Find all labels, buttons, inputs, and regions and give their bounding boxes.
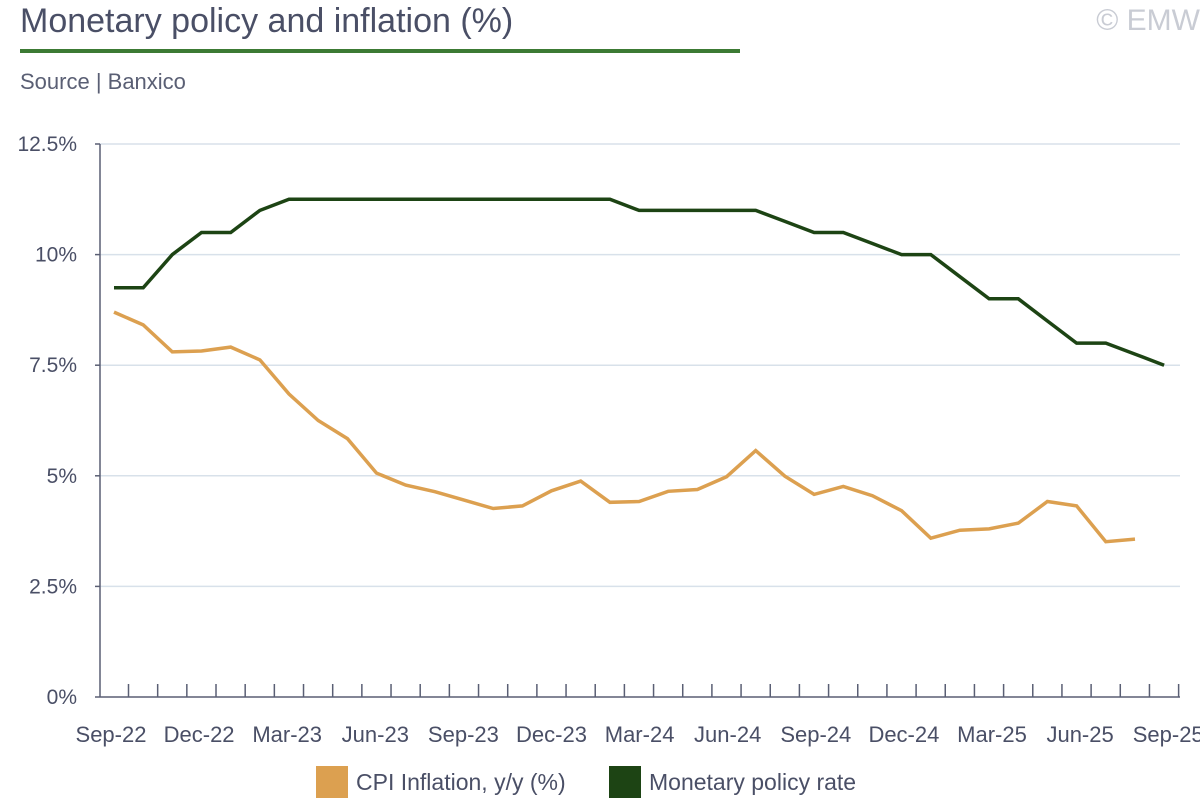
x-tick-label-11: Jun-25 [1046, 722, 1113, 747]
x-tick-label-3: Jun-23 [342, 722, 409, 747]
y-tick-label-5: 12.5% [17, 133, 77, 156]
legend-swatch-cpi [316, 766, 348, 798]
x-tick-label-9: Dec-24 [868, 722, 939, 747]
y-tick-label-0: 0% [47, 686, 77, 709]
x-tick-label-4: Sep-23 [428, 722, 499, 747]
legend-label-policy-rate: Monetary policy rate [649, 768, 857, 795]
legend-label-cpi: CPI Inflation, y/y (%) [356, 768, 566, 795]
legend-item-policy-rate: Monetary policy rate [609, 766, 856, 798]
y-tick-label-3: 7.5% [29, 354, 77, 377]
x-tick-labels: Sep-22 Dec-22 Mar-23 Jun-23 Sep-23 Dec-23 Mar-… [76, 722, 1200, 747]
x-tick-label-1: Dec-22 [164, 722, 235, 747]
x-tick-label-6: Mar-24 [605, 722, 675, 747]
title-underline [20, 49, 740, 53]
x-tick-label-2: Mar-23 [252, 722, 322, 747]
y-tick-label-1: 2.5% [29, 575, 77, 598]
axes [95, 143, 1180, 698]
y-tick-label-2: 5% [47, 465, 77, 488]
series-line-0 [113, 310, 1136, 544]
x-tick-label-0: Sep-22 [76, 722, 147, 747]
legend: CPI Inflation, y/y (%) Monetary policy r… [0, 762, 1200, 802]
source-label: Source | Banxico [20, 69, 186, 94]
line-chart: 0% 2.5% 5% 7.5% 10% 12.5% Sep-22 Dec-22 Mar-23 J… [17, 133, 1200, 747]
x-tick-label-10: Mar-25 [957, 722, 1027, 747]
x-tick-label-8: Sep-24 [780, 722, 851, 747]
legend-swatch-policy-rate [609, 766, 641, 798]
copyright-watermark: © EMW [1096, 4, 1200, 37]
legend-item-cpi: CPI Inflation, y/y (%) [316, 766, 566, 798]
chart-title: Monetary policy and inflation (%) [20, 2, 514, 40]
x-tick-label-5: Dec-23 [516, 722, 587, 747]
series-lines [113, 197, 1165, 544]
gridlines [100, 143, 1180, 588]
x-tick-label-12: Sep-25 [1133, 722, 1200, 747]
x-tick-label-7: Jun-24 [694, 722, 761, 747]
series-line-1 [114, 197, 1165, 367]
y-tick-labels: 0% 2.5% 5% 7.5% 10% 12.5% [17, 133, 77, 709]
y-tick-label-4: 10% [35, 244, 77, 267]
